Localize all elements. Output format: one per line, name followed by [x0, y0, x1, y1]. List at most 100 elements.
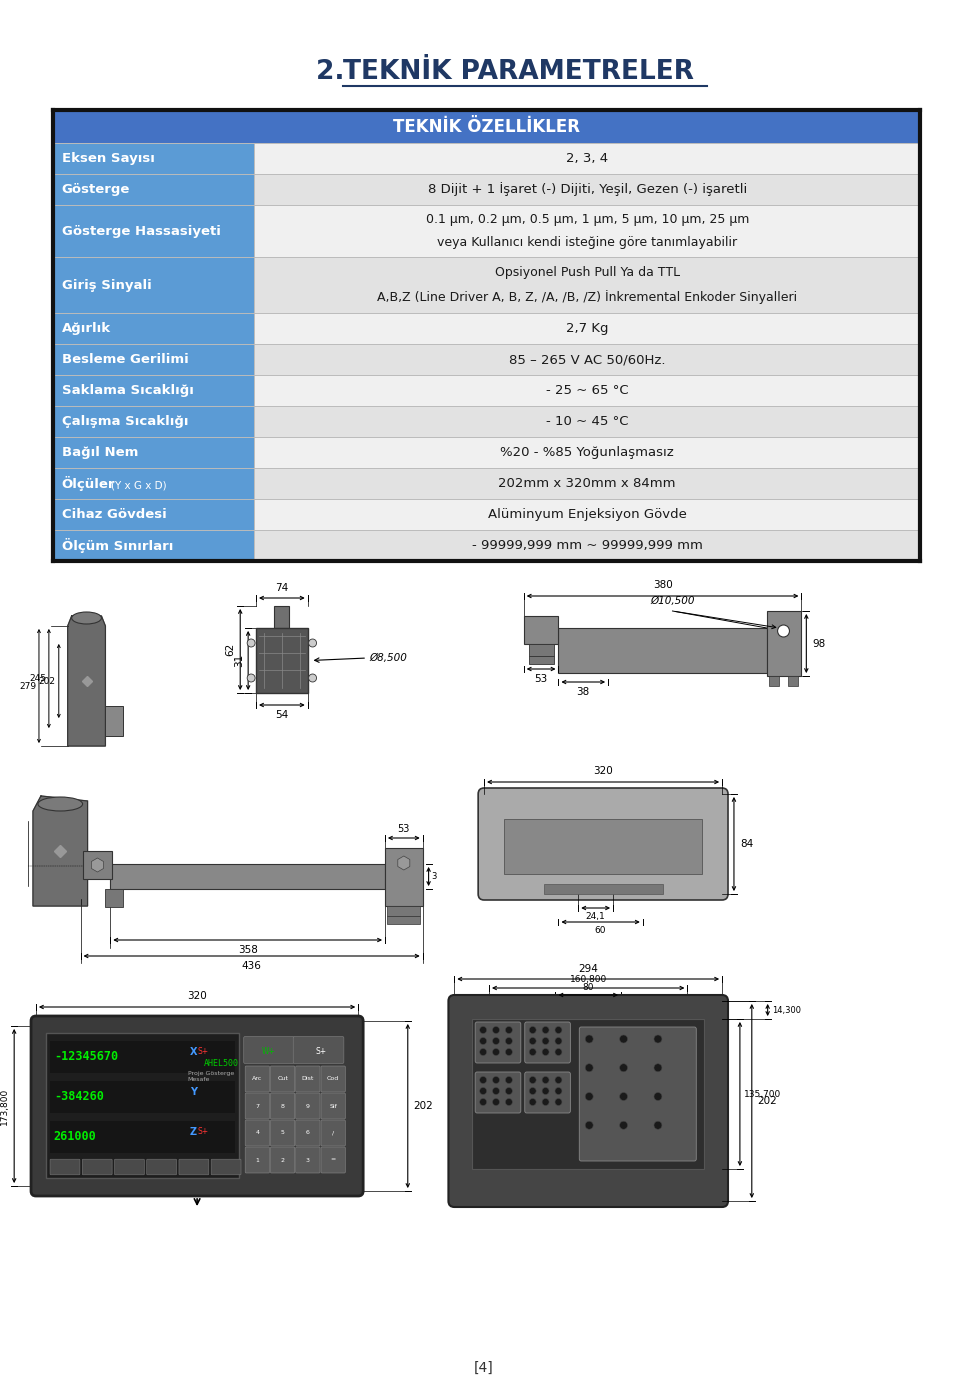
Bar: [385, 848, 422, 906]
FancyBboxPatch shape: [321, 1093, 346, 1119]
FancyBboxPatch shape: [271, 1093, 295, 1119]
Text: 8: 8: [280, 1104, 284, 1108]
Text: Saklama Sıcaklığı: Saklama Sıcaklığı: [61, 384, 194, 398]
Bar: [559, 628, 767, 673]
Bar: [106, 890, 123, 908]
Circle shape: [492, 1098, 499, 1105]
Circle shape: [480, 1048, 487, 1055]
Circle shape: [492, 1087, 499, 1094]
Circle shape: [542, 1098, 549, 1105]
Circle shape: [619, 1036, 628, 1042]
Bar: [53, 313, 254, 343]
Bar: [53, 110, 921, 143]
Circle shape: [529, 1037, 537, 1044]
Text: 2.: 2.: [316, 58, 353, 85]
Text: 5: 5: [280, 1130, 284, 1136]
Bar: [53, 343, 254, 375]
Circle shape: [480, 1037, 487, 1044]
Text: Ölçüm Sınırları: Ölçüm Sınırları: [61, 538, 173, 553]
Text: 2: 2: [280, 1158, 284, 1162]
Circle shape: [529, 1048, 537, 1055]
Circle shape: [480, 1087, 487, 1094]
Text: Cod: Cod: [327, 1076, 339, 1081]
Bar: [50, 1081, 235, 1113]
Circle shape: [505, 1048, 513, 1055]
Bar: [53, 530, 254, 562]
FancyBboxPatch shape: [525, 1022, 570, 1063]
Text: S+: S+: [316, 1047, 326, 1056]
FancyBboxPatch shape: [475, 1072, 520, 1113]
FancyBboxPatch shape: [83, 1159, 112, 1175]
FancyBboxPatch shape: [271, 1120, 295, 1145]
Text: Ø10,500: Ø10,500: [650, 596, 695, 606]
FancyBboxPatch shape: [448, 995, 728, 1207]
Text: 60: 60: [595, 926, 607, 935]
Bar: [254, 174, 921, 204]
Bar: [543, 884, 662, 894]
Bar: [387, 916, 420, 924]
Text: 320: 320: [187, 991, 207, 1001]
FancyBboxPatch shape: [478, 788, 728, 899]
Bar: [53, 499, 254, 530]
Text: 74: 74: [276, 582, 289, 594]
Text: 160,800: 160,800: [569, 974, 607, 984]
Text: 85 – 265 V AC 50/60Hz.: 85 – 265 V AC 50/60Hz.: [509, 353, 665, 366]
Circle shape: [505, 1087, 513, 1094]
Text: Alüminyum Enjeksiyon Gövde: Alüminyum Enjeksiyon Gövde: [488, 507, 686, 521]
Text: Arc: Arc: [252, 1076, 262, 1081]
Text: Eksen Sayısı: Eksen Sayısı: [61, 152, 155, 165]
Circle shape: [542, 1087, 549, 1094]
Text: 7: 7: [255, 1104, 259, 1108]
FancyBboxPatch shape: [321, 1120, 346, 1145]
Circle shape: [529, 1087, 537, 1094]
Text: 245: 245: [29, 674, 46, 682]
Text: 320: 320: [593, 766, 612, 776]
Bar: [106, 706, 123, 735]
FancyBboxPatch shape: [245, 1120, 270, 1145]
Text: =: =: [330, 1158, 336, 1162]
Bar: [83, 851, 112, 878]
Text: 6: 6: [306, 1130, 310, 1136]
Bar: [529, 644, 554, 656]
Circle shape: [555, 1087, 562, 1094]
Text: Opsiyonel Push Pull Ya da TTL: Opsiyonel Push Pull Ya da TTL: [494, 267, 680, 279]
Text: Z: Z: [190, 1127, 197, 1137]
Bar: [254, 375, 921, 406]
Text: 202: 202: [38, 677, 56, 685]
Text: 62: 62: [226, 642, 235, 656]
Text: 84: 84: [740, 840, 754, 849]
Circle shape: [505, 1026, 513, 1034]
Text: 294: 294: [578, 965, 598, 974]
FancyBboxPatch shape: [579, 1027, 696, 1161]
FancyBboxPatch shape: [293, 1037, 344, 1063]
FancyBboxPatch shape: [211, 1159, 241, 1175]
Text: S+: S+: [198, 1048, 208, 1056]
Text: 202: 202: [757, 1095, 778, 1106]
Circle shape: [654, 1122, 661, 1129]
Circle shape: [586, 1063, 593, 1072]
Text: W+: W+: [261, 1047, 276, 1056]
Text: 24,1: 24,1: [586, 912, 606, 922]
Text: /: /: [332, 1130, 334, 1136]
FancyBboxPatch shape: [244, 1037, 295, 1063]
Bar: [53, 436, 254, 468]
Ellipse shape: [72, 612, 102, 624]
Text: Dist: Dist: [301, 1076, 314, 1081]
Bar: [274, 606, 289, 628]
Bar: [53, 143, 254, 174]
Bar: [769, 676, 779, 687]
Text: 31: 31: [234, 653, 244, 667]
FancyBboxPatch shape: [245, 1147, 270, 1173]
Text: 380: 380: [653, 580, 672, 589]
Circle shape: [555, 1037, 562, 1044]
Circle shape: [505, 1076, 513, 1083]
Text: 436: 436: [242, 960, 261, 972]
Bar: [53, 468, 254, 499]
Text: 261000: 261000: [54, 1130, 97, 1144]
Circle shape: [619, 1122, 628, 1129]
FancyBboxPatch shape: [114, 1159, 144, 1175]
Bar: [50, 1041, 235, 1073]
FancyBboxPatch shape: [271, 1066, 295, 1093]
Text: TEKNİK ÖZELLİKLER: TEKNİK ÖZELLİKLER: [393, 118, 580, 135]
Polygon shape: [68, 616, 106, 746]
